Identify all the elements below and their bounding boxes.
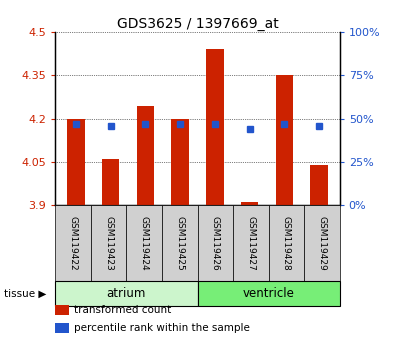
Text: atrium: atrium [107,287,146,300]
Text: GSM119425: GSM119425 [175,216,184,271]
Text: percentile rank within the sample: percentile rank within the sample [74,323,250,333]
Text: GSM119424: GSM119424 [140,216,149,271]
Text: ventricle: ventricle [243,287,295,300]
Text: GSM119422: GSM119422 [69,216,77,271]
Bar [102,159,119,205]
Title: GDS3625 / 1397669_at: GDS3625 / 1397669_at [117,17,278,31]
Bar [68,119,85,205]
Text: transformed count: transformed count [74,305,171,315]
Text: GSM119427: GSM119427 [246,216,255,271]
Text: GSM119423: GSM119423 [104,216,113,271]
Text: GSM119426: GSM119426 [211,216,220,271]
Text: GSM119429: GSM119429 [318,216,326,271]
Bar [310,165,327,205]
Text: tissue ▶: tissue ▶ [4,289,46,298]
Bar [137,105,154,205]
Text: GSM119428: GSM119428 [282,216,291,271]
Bar [171,119,189,205]
Bar [241,202,258,205]
Bar [276,75,293,205]
Bar [206,49,224,205]
